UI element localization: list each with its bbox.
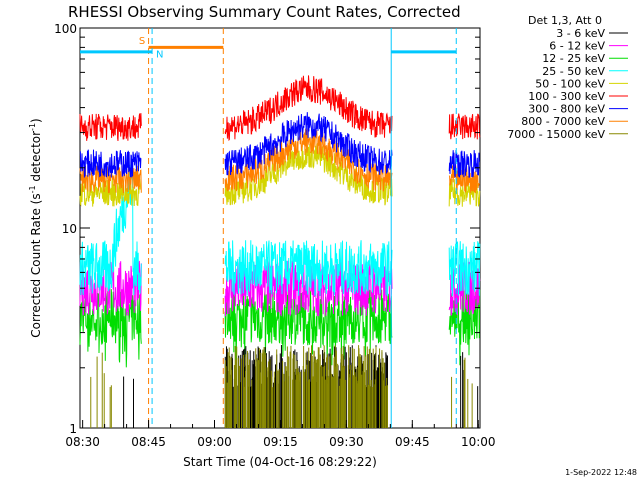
x-tick-label-0: 08:30 <box>65 435 100 449</box>
series-trace <box>79 165 142 194</box>
legend-label-0: 3 - 6 keV <box>556 27 605 40</box>
legend-label-2: 12 - 25 keV <box>542 52 605 65</box>
y-axis-label-part-1: Corrected Count Rate (s <box>29 193 43 337</box>
series-trace <box>224 260 393 317</box>
saa-label: S <box>139 36 145 47</box>
series-trace <box>224 240 393 297</box>
plot-area: SN <box>79 27 481 429</box>
x-tick-label-5: 09:45 <box>395 435 430 449</box>
series-800-7000-kev <box>79 128 481 194</box>
series-trace <box>448 241 481 297</box>
tick-layer <box>80 27 480 429</box>
series-100-300-kev <box>79 75 481 142</box>
series-trace <box>448 113 481 140</box>
legend-label-7: 800 - 7000 keV <box>521 115 605 128</box>
series-trace <box>224 128 393 192</box>
y-tick-label-2: 100 <box>54 22 77 36</box>
x-tick-label-3: 09:15 <box>263 435 298 449</box>
series-trace <box>224 288 393 366</box>
series-trace <box>448 165 481 194</box>
series-layer <box>79 75 481 428</box>
y-axis-label-part-2: detector <box>29 131 43 186</box>
y-tick-label-0: 1 <box>69 422 77 436</box>
y-axis-label-part-3: ) <box>29 118 43 123</box>
x-tick-label-2: 09:00 <box>197 435 232 449</box>
legend-label-8: 7000 - 15000 keV <box>507 128 605 141</box>
y-axis-label-sup-1: -1 <box>28 185 37 193</box>
y-tick-label-1: 10 <box>62 222 77 236</box>
legend-label-1: 6 - 12 keV <box>549 40 605 53</box>
chart-title: RHESSI Observing Summary Count Rates, Co… <box>68 3 461 21</box>
legend-label-6: 300 - 800 keV <box>528 103 605 116</box>
series-7000-15000-kev <box>90 345 473 428</box>
y-tick-labels: 1 10 100 <box>54 22 77 436</box>
series-trace <box>79 113 142 141</box>
series-trace <box>79 178 142 207</box>
x-tick-labels: 08:30 08:45 09:00 09:15 09:30 09:45 10:00 <box>65 435 495 449</box>
series-trace <box>448 288 481 366</box>
legend-label-5: 100 - 300 keV <box>528 90 605 103</box>
x-tick-label-6: 10:00 <box>461 435 496 449</box>
night-label: N <box>156 50 163 61</box>
legend-header: Det 1,3, Att 0 <box>528 14 602 27</box>
series-trace <box>224 75 393 142</box>
x-axis-label: Start Time (04-Oct-16 08:29:22) <box>183 455 377 469</box>
y-axis-label-sup-2: -1 <box>28 123 37 131</box>
legend-label-4: 50 - 100 keV <box>535 77 605 90</box>
legend-label-3: 25 - 50 keV <box>542 65 605 78</box>
x-tick-label-4: 09:30 <box>329 435 364 449</box>
series-300-800-kev <box>79 112 481 178</box>
series-trace <box>448 149 481 178</box>
y-axis-label: Corrected Count Rate (s-1 detector-1) <box>28 118 43 337</box>
series-trace <box>79 149 142 178</box>
x-tick-label-1: 08:45 <box>131 435 166 449</box>
series-trace <box>79 164 142 296</box>
series-trace <box>224 112 393 176</box>
footer-date: 1-Sep-2022 12:48 <box>565 468 637 477</box>
overlay-layer: SN <box>80 28 457 428</box>
